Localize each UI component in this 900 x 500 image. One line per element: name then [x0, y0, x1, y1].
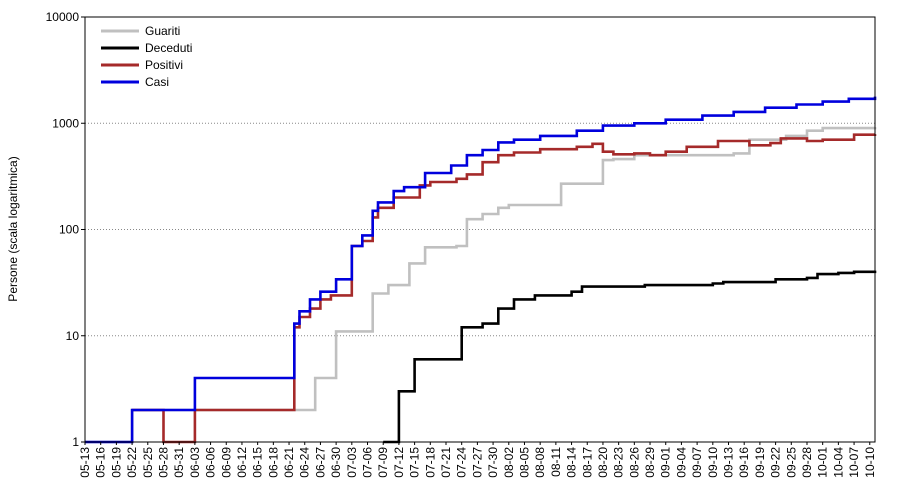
x-tick-label: 10-01 — [816, 447, 830, 478]
x-tick-label: 07-12 — [392, 447, 406, 478]
x-tick-label: 09-28 — [800, 447, 814, 478]
legend: Guariti Deceduti Positivi Casi — [101, 24, 192, 89]
y-tick-label: 1 — [72, 435, 79, 449]
x-tick-label: 09-19 — [753, 447, 767, 478]
series-line-deceduti — [383, 270, 877, 444]
y-axis-title: Persone (scala logaritmica) — [6, 156, 20, 301]
x-tick-label: 06-03 — [188, 447, 202, 478]
x-tick-label: 06-12 — [235, 447, 249, 478]
x-tick-label: 10-10 — [863, 447, 877, 478]
x-tick-label: 05-13 — [78, 447, 92, 478]
x-tick-label: 09-10 — [706, 447, 720, 478]
x-tick-label: 08-14 — [565, 447, 579, 478]
x-tick-label: 07-27 — [470, 447, 484, 478]
x-tick-label: 06-24 — [298, 447, 312, 478]
x-tick-label: 07-06 — [361, 447, 375, 478]
x-tick-label: 07-03 — [345, 447, 359, 478]
x-tick-label: 08-29 — [643, 447, 657, 478]
x-tick-label: 09-01 — [659, 447, 673, 478]
x-tick-label: 08-23 — [612, 447, 626, 478]
x-tick-label: 06-27 — [313, 447, 327, 478]
series-line-casi — [85, 96, 877, 444]
x-axis: 05-13 05-16 05-19 05-22 05-25 05-28 05-31 06-03… — [78, 442, 877, 478]
x-tick-label: 05-19 — [109, 447, 123, 478]
x-tick-label: 08-05 — [517, 447, 531, 478]
legend-label-positivi: Positivi — [145, 58, 183, 72]
x-tick-label: 08-20 — [596, 447, 610, 478]
x-tick-label: 08-02 — [502, 447, 516, 478]
y-tick-label: 10000 — [46, 10, 80, 24]
x-tick-label: 05-31 — [172, 447, 186, 478]
x-tick-label: 09-07 — [690, 447, 704, 478]
x-tick-label: 06-15 — [251, 447, 265, 478]
x-tick-label: 05-22 — [125, 447, 139, 478]
y-tick-label: 100 — [59, 223, 79, 237]
x-tick-label: 10-07 — [847, 447, 861, 478]
x-tick-label: 10-04 — [831, 447, 845, 478]
x-tick-label: 07-09 — [376, 447, 390, 478]
x-tick-label: 06-18 — [266, 447, 280, 478]
y-tick-label: 1000 — [52, 116, 79, 130]
x-tick-label: 07-21 — [439, 447, 453, 478]
x-tick-label: 06-30 — [329, 447, 343, 478]
x-tick-label: 05-16 — [94, 447, 108, 478]
legend-label-casi: Casi — [145, 75, 169, 89]
x-tick-label: 08-17 — [580, 447, 594, 478]
legend-label-deceduti: Deceduti — [145, 41, 192, 55]
x-tick-label: 08-26 — [627, 447, 641, 478]
x-tick-label: 09-04 — [674, 447, 688, 478]
y-tick-label: 10 — [66, 329, 80, 343]
x-tick-label: 07-18 — [423, 447, 437, 478]
x-tick-label: 07-30 — [486, 447, 500, 478]
x-tick-label: 07-24 — [455, 447, 469, 478]
x-tick-label: 05-28 — [156, 447, 170, 478]
series-line-guariti — [85, 126, 877, 444]
x-tick-label: 09-22 — [769, 447, 783, 478]
x-tick-label: 08-11 — [549, 447, 563, 477]
x-tick-label: 09-16 — [737, 447, 751, 478]
x-tick-label: 06-21 — [282, 447, 296, 478]
x-tick-label: 08-08 — [533, 447, 547, 478]
x-tick-label: 06-06 — [204, 447, 218, 478]
x-tick-label: 09-25 — [784, 447, 798, 478]
series-lines — [85, 96, 877, 444]
x-tick-label: 06-09 — [219, 447, 233, 478]
x-tick-label: 07-15 — [408, 447, 422, 478]
legend-label-guariti: Guariti — [145, 24, 180, 38]
y-axis: 1 10 100 1000 10000 — [46, 10, 85, 449]
x-tick-label: 05-25 — [141, 447, 155, 478]
x-tick-label: 09-13 — [722, 447, 736, 478]
